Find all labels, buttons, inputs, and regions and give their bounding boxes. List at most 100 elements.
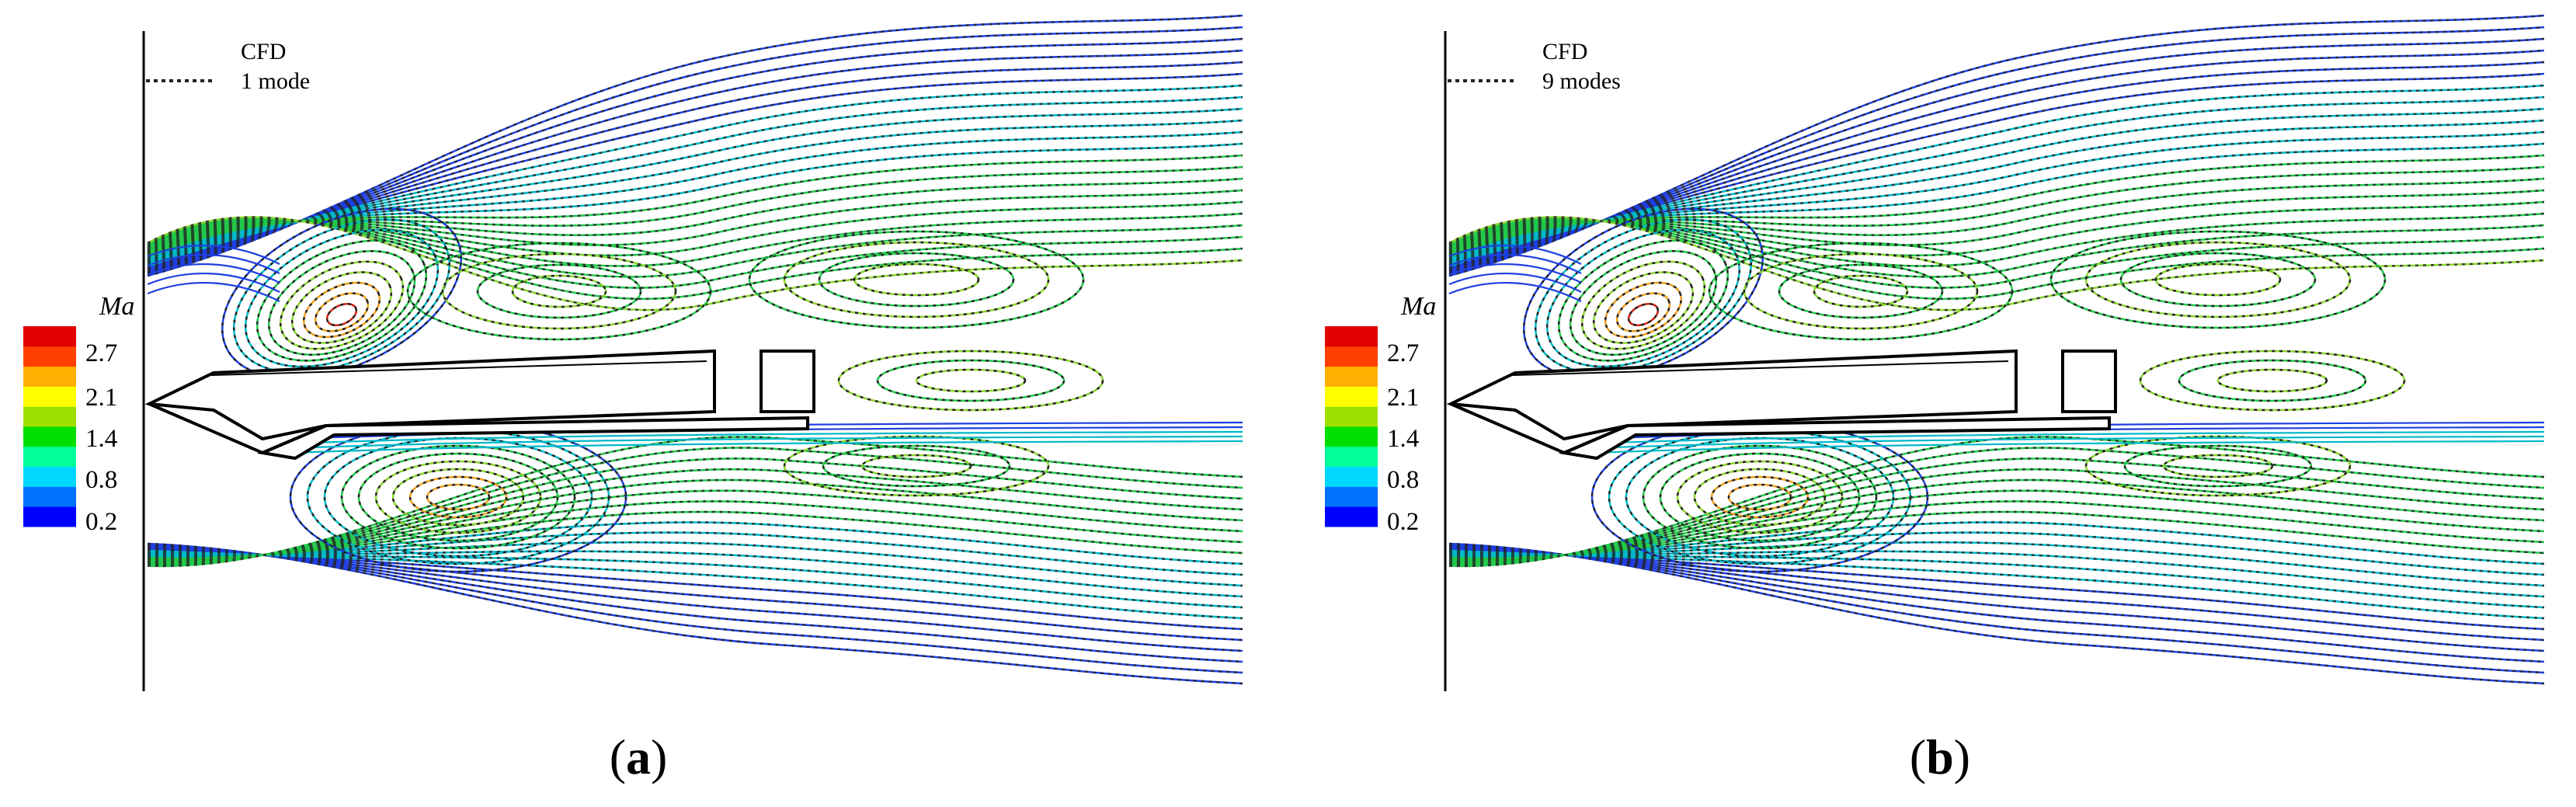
wake-loop-reconstruction <box>2178 359 2367 402</box>
legend-a: CFD 1 mode <box>146 39 310 94</box>
upper-streamline-reconstruction <box>147 142 1243 260</box>
upper-shock-reconstruction <box>221 207 462 380</box>
colorbar-band <box>1325 486 1378 507</box>
lower-streamline-reconstruction <box>1448 548 2545 631</box>
upper-streamline-reconstruction <box>147 96 1243 266</box>
upper-shock-reconstruction <box>314 292 370 332</box>
upper-shock-reconstruction <box>1534 218 1753 374</box>
lower-streamline-reconstruction <box>147 541 1243 587</box>
inner-wall-line <box>210 360 707 376</box>
colorbar-band <box>1325 446 1378 468</box>
colorbar-title: Ma <box>99 292 134 321</box>
upper-streamline-reconstruction <box>147 218 1243 289</box>
upper-shock-reconstruction <box>232 218 451 374</box>
inlet-cowl-contour <box>147 272 280 293</box>
lower-streamline-reconstruction <box>1448 489 2545 562</box>
upper-streamline-contour <box>1448 154 2545 259</box>
contour-plot-b: Ma 2.7 2.1 1.4 0.8 0.2 CFD 9 modes <box>1325 14 2545 691</box>
wake-loop-reconstruction <box>853 263 980 297</box>
lower-streamline-reconstruction <box>1448 549 2545 620</box>
lower-streamline-reconstruction <box>1448 478 2545 563</box>
upper-shock-reconstruction <box>244 228 440 368</box>
upper-streamline-contour <box>147 84 1243 268</box>
wake-loop-reconstruction <box>860 454 972 478</box>
lower-streamline-reconstruction <box>1448 544 2545 674</box>
lower-streamline-reconstruction <box>147 478 1243 563</box>
upper-streamline-contour <box>147 154 1243 259</box>
inner-wall-line <box>1512 360 2009 376</box>
lower-streamline-reconstruction <box>147 549 1243 620</box>
inlet-cowl-contour <box>1448 272 1582 293</box>
legend-b: CFD 9 modes <box>1448 39 1621 94</box>
wake-loop-reconstruction <box>783 435 1050 497</box>
wake-loop-reconstruction <box>915 368 1027 393</box>
lower-streamline-reconstruction <box>1448 510 2545 560</box>
colorbar-band <box>23 426 76 447</box>
colorbar-tick-label: 2.7 <box>85 339 117 367</box>
caption-open-paren: ( <box>609 729 626 784</box>
shear-layer-contour <box>271 440 1243 455</box>
lower-streamline-reconstruction <box>147 550 1243 598</box>
colorbar-band <box>1325 406 1378 427</box>
contour-plot-a: Ma 2.7 2.1 1.4 0.8 0.2 CFD 1 mode <box>23 14 1243 691</box>
lower-expansion-reconstruction <box>340 444 576 550</box>
upper-streamline-reconstruction <box>147 84 1243 268</box>
inlet-cowl-contour <box>147 281 280 302</box>
wake-loop-reconstruction <box>1743 252 1979 330</box>
lower-streamline-reconstruction <box>147 489 1243 562</box>
upper-streamline-reconstruction <box>1448 61 2545 271</box>
colorbar-tick-label: 0.8 <box>85 466 117 494</box>
colorbar-tick-label: 0.2 <box>1387 508 1419 536</box>
wake-loop-reconstruction <box>818 252 1015 308</box>
wake-loop-reconstruction <box>2162 454 2274 478</box>
wake-loop-reconstruction <box>1708 242 2014 341</box>
colorbar-band <box>23 466 76 487</box>
lower-streamline-reconstruction <box>1448 550 2545 598</box>
colorbar-band <box>1325 506 1378 527</box>
lower-expansion-reconstruction <box>357 452 559 542</box>
lower-streamline-reconstruction <box>147 551 1243 609</box>
lower-streamline-reconstruction <box>147 521 1243 565</box>
nozzle-block <box>2061 350 2117 413</box>
upper-streamline-reconstruction <box>1448 119 2545 263</box>
vehicle-outline-b <box>1446 349 2117 461</box>
colorbar-band <box>23 326 76 347</box>
upper-streamline-contour <box>147 218 1243 289</box>
colorbar-band <box>23 346 76 367</box>
wake-loop-reconstruction <box>2139 350 2406 412</box>
inlet-cowl-contour <box>1448 244 1582 265</box>
upper-streamline-reconstruction <box>1448 142 2545 260</box>
upper-streamline-reconstruction <box>1448 84 2545 268</box>
upper-streamline-reconstruction <box>147 61 1243 271</box>
lower-streamline-reconstruction <box>1448 521 2545 565</box>
lower-expansion-reconstruction <box>1727 483 1792 511</box>
lower-expansion-reconstruction <box>1625 437 1895 558</box>
upper-shock-contour <box>1569 250 1718 356</box>
upper-shock-reconstruction <box>1569 250 1718 356</box>
caption-b: (b) <box>1862 726 2018 788</box>
colorbar-tick-label: 1.4 <box>1387 425 1419 453</box>
upper-shock-reconstruction <box>267 250 416 356</box>
upper-shock-reconstruction <box>1627 302 1660 327</box>
legend-solid-label: CFD <box>1542 39 1587 64</box>
lower-expansion-reconstruction <box>306 429 610 565</box>
colorbar-tick-label: 2.1 <box>1387 384 1419 412</box>
upper-streamline-reconstruction <box>1448 154 2545 259</box>
upper-shock-reconstruction <box>325 302 358 327</box>
shear-layer-contour <box>271 430 1243 446</box>
lower-expansion-reconstruction <box>426 483 491 511</box>
wake-loop-reconstruction <box>2154 263 2282 297</box>
colorbar-band <box>1325 326 1378 347</box>
upper-shock-reconstruction <box>290 271 393 344</box>
shear-layer-contour <box>1573 435 2545 450</box>
lower-streamline-reconstruction <box>1448 447 2545 566</box>
colorbar-tick-label: 1.4 <box>85 425 117 453</box>
upper-shock-reconstruction <box>302 281 381 339</box>
wake-loop-reconstruction <box>876 359 1066 402</box>
upper-shock-reconstruction <box>1580 260 1706 350</box>
vehicle-outline-a <box>144 349 815 461</box>
wake-loop-reconstruction <box>748 230 1085 329</box>
caption-close-paren: ) <box>651 729 668 784</box>
upper-streamline-contour <box>147 96 1243 266</box>
upper-shock-contour <box>267 250 416 356</box>
